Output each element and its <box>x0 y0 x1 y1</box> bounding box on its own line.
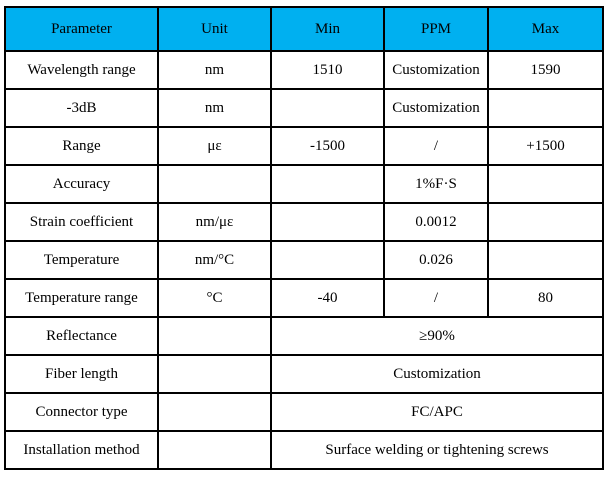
cell-parameter: Range <box>4 126 159 166</box>
cell-min: 1510 <box>270 50 385 90</box>
cell-merged-value: Customization <box>270 354 604 394</box>
table-row-range: Range με -1500 / +1500 <box>4 126 604 166</box>
cell-unit: °C <box>157 278 272 318</box>
cell-min <box>270 164 385 204</box>
table-row-3db: -3dB nm Customization <box>4 88 604 128</box>
header-row: Parameter Unit Min PPM Max <box>4 6 604 52</box>
cell-unit <box>157 164 272 204</box>
cell-max: 1590 <box>487 50 604 90</box>
cell-unit <box>157 316 272 356</box>
cell-merged-value: Surface welding or tightening screws <box>270 430 604 470</box>
header-unit: Unit <box>157 6 272 52</box>
cell-min <box>270 202 385 242</box>
cell-ppm: 0.026 <box>383 240 489 280</box>
cell-parameter: -3dB <box>4 88 159 128</box>
cell-min <box>270 88 385 128</box>
cell-ppm: 1%F·S <box>383 164 489 204</box>
cell-unit: με <box>157 126 272 166</box>
cell-ppm: Customization <box>383 88 489 128</box>
table-row-connector-type: Connector type FC/APC <box>4 392 604 432</box>
cell-parameter: Wavelength range <box>4 50 159 90</box>
header-ppm: PPM <box>383 6 489 52</box>
cell-min <box>270 240 385 280</box>
cell-parameter: Installation method <box>4 430 159 470</box>
cell-ppm: 0.0012 <box>383 202 489 242</box>
cell-unit <box>157 354 272 394</box>
cell-merged-value: ≥90% <box>270 316 604 356</box>
cell-unit: nm/με <box>157 202 272 242</box>
cell-unit: nm/°C <box>157 240 272 280</box>
cell-max <box>487 88 604 128</box>
cell-max <box>487 164 604 204</box>
table-row-installation-method: Installation method Surface welding or t… <box>4 430 604 470</box>
table-row-accuracy: Accuracy 1%F·S <box>4 164 604 204</box>
table-row-fiber-length: Fiber length Customization <box>4 354 604 394</box>
cell-parameter: Connector type <box>4 392 159 432</box>
header-parameter: Parameter <box>4 6 159 52</box>
cell-parameter: Strain coefficient <box>4 202 159 242</box>
cell-parameter: Temperature <box>4 240 159 280</box>
table-row-temperature: Temperature nm/°C 0.026 <box>4 240 604 280</box>
cell-parameter: Accuracy <box>4 164 159 204</box>
spec-table: Parameter Unit Min PPM Max Wavelength ra… <box>4 6 604 470</box>
cell-merged-value: FC/APC <box>270 392 604 432</box>
cell-parameter: Temperature range <box>4 278 159 318</box>
cell-parameter: Fiber length <box>4 354 159 394</box>
cell-max: +1500 <box>487 126 604 166</box>
cell-max <box>487 202 604 242</box>
cell-max <box>487 240 604 280</box>
cell-ppm: / <box>383 126 489 166</box>
table-row-reflectance: Reflectance ≥90% <box>4 316 604 356</box>
cell-min: -1500 <box>270 126 385 166</box>
table-row-temperature-range: Temperature range °C -40 / 80 <box>4 278 604 318</box>
cell-parameter: Reflectance <box>4 316 159 356</box>
cell-min: -40 <box>270 278 385 318</box>
cell-unit: nm <box>157 50 272 90</box>
cell-max: 80 <box>487 278 604 318</box>
cell-ppm: / <box>383 278 489 318</box>
cell-ppm: Customization <box>383 50 489 90</box>
header-min: Min <box>270 6 385 52</box>
cell-unit: nm <box>157 88 272 128</box>
cell-unit <box>157 430 272 470</box>
header-max: Max <box>487 6 604 52</box>
cell-unit <box>157 392 272 432</box>
table-row-strain-coefficient: Strain coefficient nm/με 0.0012 <box>4 202 604 242</box>
table-row-wavelength-range: Wavelength range nm 1510 Customization 1… <box>4 50 604 90</box>
